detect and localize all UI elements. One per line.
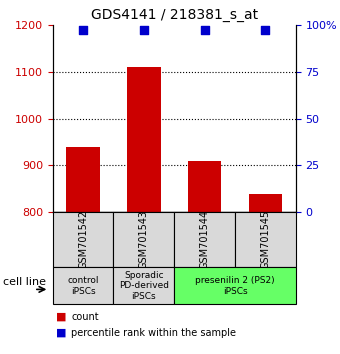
Point [141,28,147,33]
Point [202,28,207,33]
Text: control
iPSCs: control iPSCs [67,276,99,296]
Text: ■: ■ [56,328,67,338]
Bar [114,212,174,267]
Bar [249,194,282,212]
Bar [66,147,100,212]
Point [263,28,268,33]
Text: GSM701542: GSM701542 [78,210,88,269]
Text: GSM701544: GSM701544 [200,210,210,269]
Bar [53,212,114,267]
Bar [174,212,235,267]
Bar [53,267,114,304]
Point [80,28,86,33]
Text: percentile rank within the sample: percentile rank within the sample [71,328,236,338]
Text: Sporadic
PD-derived
iPSCs: Sporadic PD-derived iPSCs [119,271,169,301]
Text: GSM701543: GSM701543 [139,210,149,269]
Bar [174,267,296,304]
Bar [235,212,296,267]
Bar [188,161,221,212]
Text: presenilin 2 (PS2)
iPSCs: presenilin 2 (PS2) iPSCs [195,276,275,296]
Bar [127,67,160,212]
Text: count: count [71,312,99,322]
Title: GDS4141 / 218381_s_at: GDS4141 / 218381_s_at [91,8,258,22]
Bar [114,267,174,304]
Text: ■: ■ [56,312,67,322]
Text: cell line: cell line [3,277,46,287]
Text: GSM701545: GSM701545 [260,210,270,269]
